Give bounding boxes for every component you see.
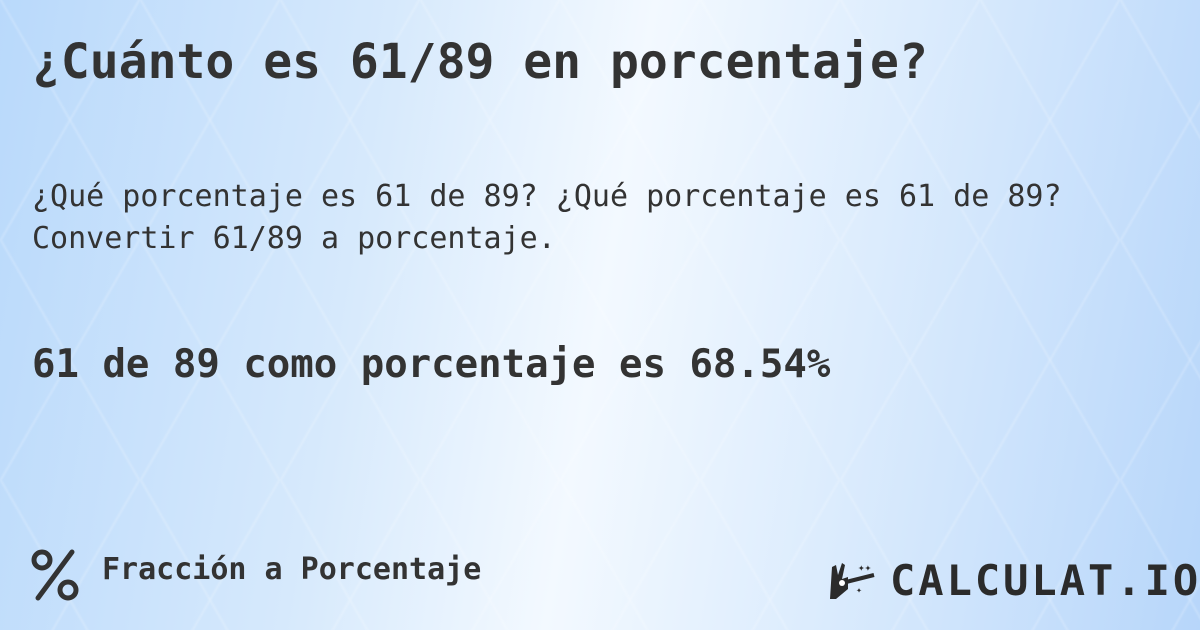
category-link[interactable]: Fracción a Porcentaje	[102, 552, 482, 587]
result-text: 61 de 89 como porcentaje es 68.54%	[32, 342, 831, 387]
logo-text: CALCULAT.IO	[890, 556, 1200, 605]
page-title: ¿Cuánto es 61/89 en porcentaje?	[32, 34, 928, 90]
svg-text:✦: ✦	[856, 585, 862, 596]
svg-text:✦✦: ✦✦	[858, 561, 872, 574]
calculat-io-logo[interactable]: ✦✦ ✦ CALCULAT.IO	[828, 556, 1200, 605]
subtitle-line-2: Convertir 61/89 a porcentaje.	[32, 221, 556, 256]
percent-icon	[31, 549, 79, 601]
subtitle: ¿Qué porcentaje es 61 de 89? ¿Qué porcen…	[32, 176, 1062, 260]
subtitle-line-1: ¿Qué porcentaje es 61 de 89? ¿Qué porcen…	[32, 179, 1062, 214]
magic-wand-hand-icon: ✦✦ ✦	[830, 561, 875, 599]
